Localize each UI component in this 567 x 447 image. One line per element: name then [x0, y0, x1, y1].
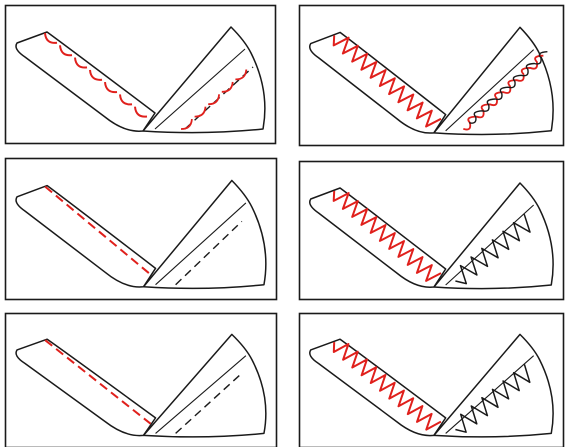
right-fold-line — [154, 48, 246, 130]
panel-straight-dashed — [4, 157, 278, 301]
right-flap-outline — [142, 26, 266, 134]
panel-dashed-dashed — [4, 312, 278, 447]
left-stitch-line — [332, 342, 442, 431]
right-stitch-line — [175, 372, 243, 434]
right-flap-outline — [433, 333, 554, 438]
panel-dashed-scallop — [4, 4, 277, 145]
panel-frame — [4, 4, 277, 145]
right-stitch-black — [468, 51, 548, 124]
right-flap-outline — [433, 182, 554, 290]
left-stitch-line — [332, 35, 442, 128]
panel-zigzag-loop — [298, 4, 565, 147]
left-stitch-line — [44, 185, 152, 276]
left-flap-outline — [309, 31, 447, 134]
right-stitch-line — [175, 220, 243, 286]
left-flap-outline — [15, 184, 157, 288]
right-fold-line — [155, 202, 247, 286]
right-stitch-red — [180, 69, 248, 130]
right-flap-outline — [142, 333, 267, 438]
right-fold-line — [445, 355, 535, 434]
left-stitch-line — [44, 32, 148, 118]
panel-zigzag-zigzag-2 — [298, 312, 565, 447]
right-flap-outline — [142, 179, 267, 290]
right-stitch-line — [455, 364, 531, 433]
right-fold-line — [155, 355, 247, 434]
right-fold-line — [445, 49, 535, 132]
panel-frame — [4, 312, 278, 447]
left-stitch-line — [332, 190, 442, 282]
left-flap-outline — [15, 338, 157, 437]
right-fold-line — [445, 204, 535, 286]
right-stitch-red — [463, 54, 544, 131]
panel-frame — [4, 157, 278, 301]
left-flap-outline — [309, 338, 447, 437]
left-flap-outline — [309, 187, 447, 288]
right-stitch-line — [455, 213, 531, 285]
left-stitch-line — [44, 339, 152, 425]
left-flap-outline — [15, 31, 156, 132]
panel-zigzag-zigzag — [298, 160, 565, 301]
right-flap-outline — [433, 26, 554, 136]
